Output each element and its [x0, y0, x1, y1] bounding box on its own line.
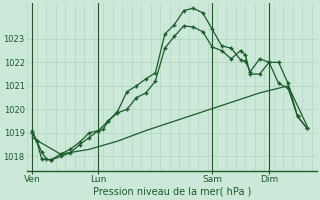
X-axis label: Pression niveau de la mer( hPa ): Pression niveau de la mer( hPa )	[93, 187, 251, 197]
